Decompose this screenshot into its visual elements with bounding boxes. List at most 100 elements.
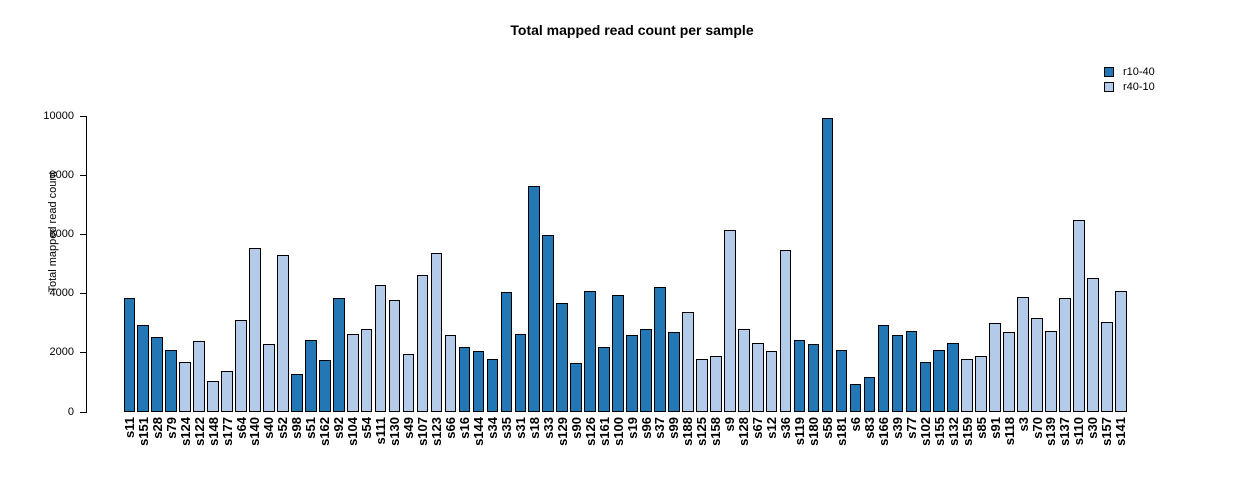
x-tick-label-s102: s102 [917,417,933,446]
legend-swatch-r10-40 [1104,67,1114,77]
x-tick-label-s148: s148 [205,417,221,446]
bar-s155 [933,350,946,412]
x-tick-label-s118: s118 [1001,417,1017,446]
legend-swatch-r40-10 [1104,82,1114,92]
bar-s157 [1101,321,1113,412]
legend-item-r10-40: r10-40 [1104,67,1155,78]
x-tick-label-s31: s31 [512,417,528,439]
bar-s18 [528,186,541,412]
bar-s181 [835,350,848,412]
bar-s39 [891,335,904,412]
bar-s35 [500,292,513,412]
x-tick-label-s30: s30 [1085,417,1101,439]
x-tick-label-s33: s33 [540,417,556,439]
x-tick-label-s49: s49 [401,417,417,439]
bar-s162 [319,360,331,412]
bar-s107 [416,274,429,412]
x-tick-label-s77: s77 [903,417,919,439]
bar-s11 [123,298,136,412]
x-tick-label-s124: s124 [177,417,193,446]
y-tick-label: 8000 [49,169,74,182]
bar-s77 [905,330,918,412]
x-tick-label-s129: s129 [554,417,570,446]
bar-s58 [821,118,834,412]
x-tick-label-s66: s66 [443,417,458,439]
legend-label-r40-10: r40-10 [1123,81,1155,93]
x-tick-label-s16: s16 [456,417,472,439]
bar-s34 [486,358,499,412]
bar-s70 [1031,317,1043,412]
x-tick-label-s98: s98 [289,417,305,439]
x-tick-label-s9: s9 [722,417,738,432]
bar-s6 [849,383,862,412]
bar-s16 [458,347,471,412]
bar-s102 [919,361,932,412]
bar-s128 [737,329,750,412]
x-tick-label-s34: s34 [484,417,500,439]
x-tick-label-s104: s104 [345,417,361,446]
bar-s30 [1087,277,1099,412]
x-tick-label-s99: s99 [666,417,682,439]
x-tick-label-s107: s107 [415,417,431,446]
x-tick-label-s177: s177 [219,417,235,446]
y-axis-line [86,116,87,413]
bar-s90 [570,363,582,412]
x-tick-label-s19: s19 [624,417,640,439]
x-tick-label-s12: s12 [764,417,780,439]
bar-s67 [751,342,764,412]
bar-s83 [863,376,876,412]
x-tick-label-s85: s85 [973,417,989,439]
bar-s100 [612,295,624,412]
x-tick-label-s54: s54 [359,417,375,439]
y-tick-label: 0 [67,405,74,418]
y-tick-label: 6000 [49,228,74,241]
bar-s98 [291,373,303,412]
x-tick-label-s155: s155 [931,417,947,446]
bar-s85 [975,355,987,412]
x-tick-label-s166: s166 [875,417,891,446]
bar-s9 [724,230,736,412]
x-tick-label-s100: s100 [610,417,626,446]
bar-s119 [793,339,806,412]
x-tick-label-s144: s144 [470,417,486,446]
legend: r10-40 r40-10 [1104,67,1155,97]
y-tick-label: 10000 [43,110,74,123]
x-tick-label-s140: s140 [247,417,263,446]
y-tick [80,234,86,236]
bar-s79 [165,350,177,412]
x-tick-label-s91: s91 [987,417,1003,439]
bar-s111 [374,285,387,412]
bar-s33 [542,234,555,412]
chart-title: Total mapped read count per sample [510,22,754,38]
legend-item-r40-10: r40-10 [1104,81,1155,93]
y-tick [80,411,86,413]
y-tick [80,293,86,295]
bar-s140 [249,248,261,412]
bar-s124 [179,361,191,412]
x-tick-label-s157: s157 [1099,417,1115,446]
x-tick-label-s51: s51 [303,417,319,439]
y-tick [80,352,86,354]
bar-s104 [346,333,359,412]
x-tick-label-s123: s123 [429,417,445,446]
x-tick-label-s6: s6 [847,417,863,432]
bar-s123 [430,252,443,412]
x-tick-label-s58: s58 [820,417,836,439]
bar-s37 [654,286,666,412]
bar-s159 [961,358,973,412]
x-tick-label-s18: s18 [526,417,542,439]
bar-s125 [696,358,708,412]
bar-s118 [1003,332,1015,412]
x-tick-label-s40: s40 [261,417,277,439]
x-tick-label-s110: s110 [1071,417,1087,446]
y-tick-label: 4000 [49,287,74,300]
x-tick-label-s52: s52 [275,417,291,439]
x-tick-label-s64: s64 [233,417,249,439]
bar-s28 [151,336,164,412]
bar-s54 [360,329,373,412]
bar-s64 [235,320,247,412]
bar-s49 [402,354,415,412]
x-tick-label-s96: s96 [638,417,654,439]
x-tick-label-s3: s3 [1015,417,1031,432]
